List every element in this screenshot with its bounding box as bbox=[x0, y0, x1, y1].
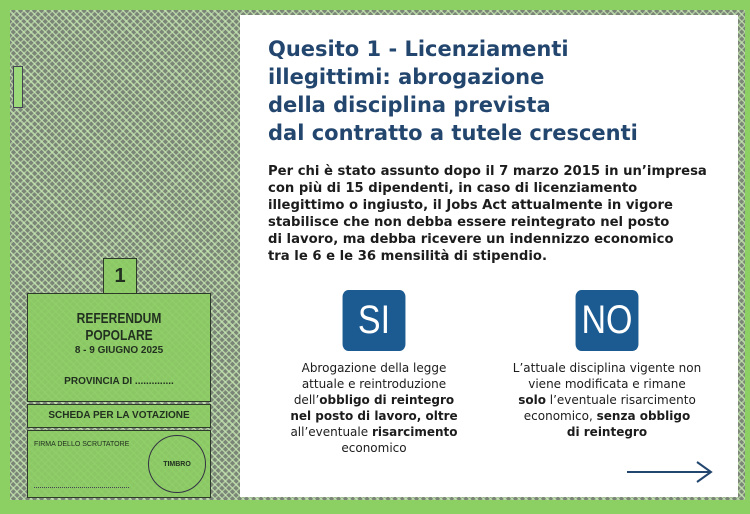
arrow-right-icon[interactable] bbox=[625, 460, 715, 484]
caption-segment: dell’ bbox=[293, 393, 320, 407]
caption-segment: solo bbox=[518, 393, 546, 407]
caption-segment: economico, bbox=[523, 409, 597, 423]
ballot-province: PROVINCIA DI .............. bbox=[64, 376, 174, 387]
description-line: illegittimo o ingiusto, il Jobs Act attu… bbox=[268, 198, 673, 213]
caption-line: viene modificata e rimane bbox=[492, 376, 722, 392]
caption-line: nel posto di lavoro, oltre bbox=[259, 408, 489, 424]
caption-segment: Abrogazione della legge bbox=[301, 361, 447, 375]
caption-line: solo l’eventuale risarcimento bbox=[492, 392, 722, 408]
caption-segment: risarcimento bbox=[371, 425, 458, 439]
caption-segment: attuale e reintroduzione bbox=[301, 377, 447, 391]
signature-line bbox=[34, 487, 129, 488]
no-caption: L’attuale disciplina vigente non viene mo… bbox=[492, 360, 722, 440]
caption-line: economico, senza obbligo bbox=[492, 408, 722, 424]
no-badge: NO bbox=[575, 290, 639, 351]
timbro-circle: TIMBRO bbox=[148, 435, 206, 493]
ballot-scheda-box: SCHEDA PER LA VOTAZIONE bbox=[27, 404, 211, 428]
caption-segment: obbligo di reintegro bbox=[319, 393, 455, 407]
si-badge: SI bbox=[342, 290, 406, 351]
ballot-main-box: REFERENDUM POPOLARE 8 - 9 GIUGNO 2025 PR… bbox=[27, 293, 211, 402]
caption-segment: all’eventuale bbox=[290, 425, 372, 439]
ballot-timbro: TIMBRO bbox=[163, 460, 191, 468]
ballot-firma: FIRMA DELLO SCRUTATORE bbox=[34, 441, 130, 448]
caption-segment: L’attuale disciplina vigente non bbox=[512, 361, 702, 375]
caption-segment: economico bbox=[341, 441, 407, 455]
description-line: tra le 6 e le 36 mensilità di stipendio. bbox=[268, 249, 547, 264]
description-line: Per chi è stato assunto dopo il 7 marzo … bbox=[268, 164, 707, 179]
ballot-scheda: SCHEDA PER LA VOTAZIONE bbox=[48, 410, 190, 421]
title-line: della disciplina prevista bbox=[268, 93, 551, 117]
description: Per chi è stato assunto dopo il 7 marzo … bbox=[268, 163, 738, 265]
caption-segment: di reintegro bbox=[566, 425, 648, 439]
ballot-number-box: 1 bbox=[103, 258, 137, 294]
ballot-firma-box: FIRMA DELLO SCRUTATORE TIMBRO bbox=[27, 430, 211, 498]
caption-segment: senza obbligo bbox=[596, 409, 691, 423]
title-line: illegittimi: abrogazione bbox=[268, 65, 545, 89]
caption-segment: l’eventuale risarcimento bbox=[545, 393, 696, 407]
caption-segment: nel posto di lavoro, oltre bbox=[290, 409, 458, 423]
vertical-tag bbox=[13, 66, 23, 108]
caption-line: Abrogazione della legge bbox=[259, 360, 489, 376]
page-title: Quesito 1 - Licenziamenti illegittimi: a… bbox=[268, 35, 638, 147]
caption-line: dell’obbligo di reintegro bbox=[259, 392, 489, 408]
description-line: di lavoro, ma debba ricevere un indenniz… bbox=[268, 232, 674, 247]
caption-line: economico bbox=[259, 440, 489, 456]
ballot-heading: REFERENDUM POPOLARE bbox=[76, 310, 162, 344]
caption-line: L’attuale disciplina vigente non bbox=[492, 360, 722, 376]
ballot-number: 1 bbox=[114, 265, 126, 287]
description-line: con più di 15 dipendenti, in caso di lic… bbox=[268, 181, 638, 196]
title-line: dal contratto a tutele crescenti bbox=[268, 121, 638, 145]
caption-line: all’eventuale risarcimento bbox=[259, 424, 489, 440]
info-panel: Quesito 1 - Licenziamenti illegittimi: a… bbox=[240, 15, 738, 497]
caption-segment: viene modificata e rimane bbox=[528, 377, 686, 391]
caption-line: di reintegro bbox=[492, 424, 722, 440]
description-line: stabilisce che non debba essere reintegr… bbox=[268, 215, 670, 230]
ballot-date: 8 - 9 GIUGNO 2025 bbox=[74, 345, 164, 356]
caption-line: attuale e reintroduzione bbox=[259, 376, 489, 392]
si-caption: Abrogazione della legge attuale e reintro… bbox=[259, 360, 489, 456]
title-line: Quesito 1 - Licenziamenti bbox=[268, 37, 569, 61]
